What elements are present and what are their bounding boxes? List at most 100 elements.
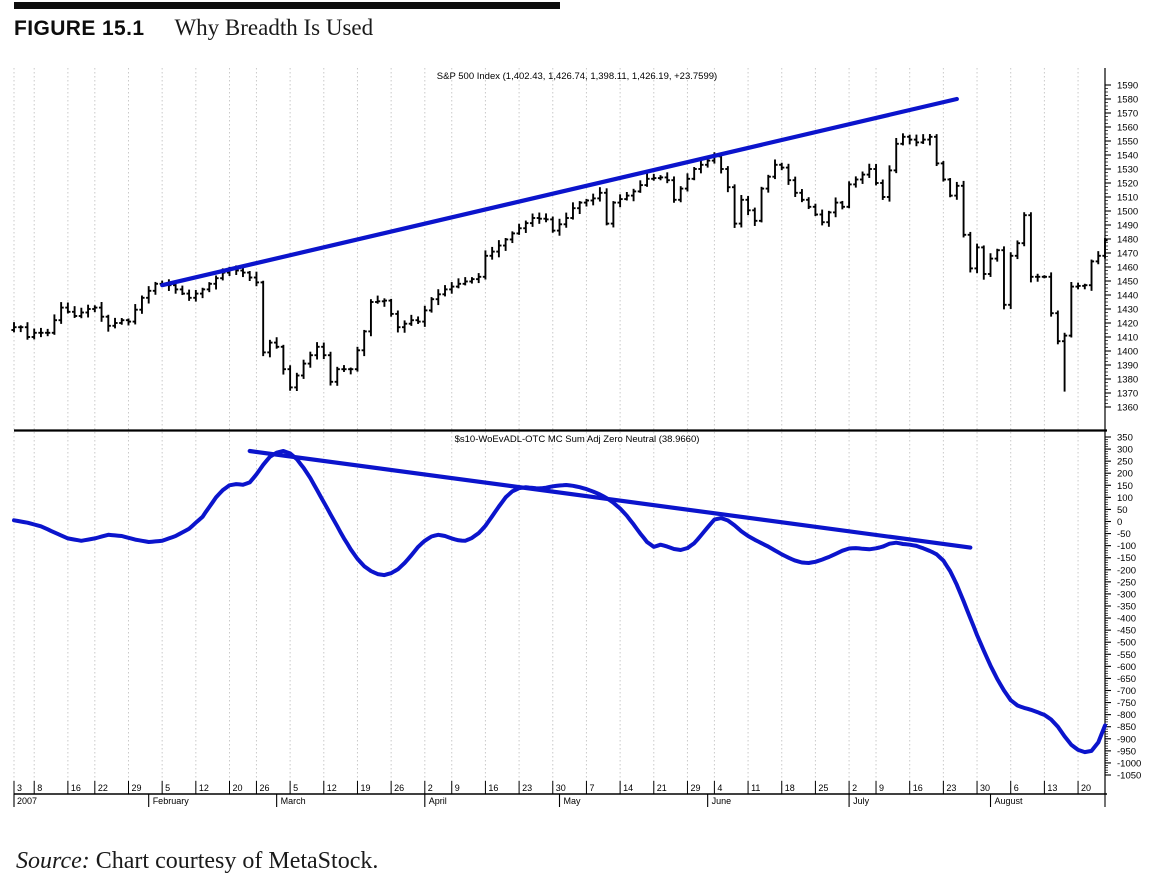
svg-text:1520: 1520: [1117, 179, 1138, 190]
svg-text:50: 50: [1117, 505, 1128, 516]
svg-text:200: 200: [1117, 469, 1133, 480]
svg-text:9: 9: [879, 783, 884, 793]
svg-text:22: 22: [98, 783, 108, 793]
svg-text:April: April: [429, 796, 447, 806]
svg-text:100: 100: [1117, 493, 1133, 504]
svg-text:June: June: [712, 796, 732, 806]
svg-text:-400: -400: [1117, 614, 1136, 625]
svg-text:-500: -500: [1117, 638, 1136, 649]
svg-text:-300: -300: [1117, 589, 1136, 600]
svg-text:16: 16: [913, 783, 923, 793]
svg-text:12: 12: [327, 783, 337, 793]
svg-text:1360: 1360: [1117, 403, 1138, 414]
svg-text:30: 30: [980, 783, 990, 793]
figure-top-rule: [14, 2, 560, 9]
svg-text:1440: 1440: [1117, 291, 1138, 302]
svg-text:26: 26: [259, 783, 269, 793]
svg-text:13: 13: [1047, 783, 1057, 793]
svg-text:9: 9: [455, 783, 460, 793]
svg-text:1530: 1530: [1117, 165, 1138, 176]
svg-text:1550: 1550: [1117, 137, 1138, 148]
svg-text:-150: -150: [1117, 553, 1136, 564]
svg-text:1420: 1420: [1117, 319, 1138, 330]
svg-text:150: 150: [1117, 481, 1133, 492]
figure-number: FIGURE 15.1: [14, 17, 145, 40]
svg-text:26: 26: [394, 783, 404, 793]
svg-text:19: 19: [360, 783, 370, 793]
svg-text:$s10-WoEvADL-OTC MC Sum Adj Ze: $s10-WoEvADL-OTC MC Sum Adj Zero Neutral…: [455, 434, 700, 445]
svg-text:August: August: [995, 796, 1024, 806]
svg-text:30: 30: [556, 783, 566, 793]
svg-text:-50: -50: [1117, 529, 1131, 540]
svg-text:5: 5: [293, 783, 298, 793]
svg-text:16: 16: [71, 783, 81, 793]
svg-text:21: 21: [657, 783, 667, 793]
svg-text:0: 0: [1117, 517, 1122, 528]
svg-text:1390: 1390: [1117, 361, 1138, 372]
svg-text:29: 29: [131, 783, 141, 793]
svg-text:8: 8: [37, 783, 42, 793]
svg-text:1500: 1500: [1117, 207, 1138, 218]
svg-text:350: 350: [1117, 433, 1133, 444]
svg-text:-600: -600: [1117, 662, 1136, 673]
svg-text:1480: 1480: [1117, 235, 1138, 246]
source-credit: Source: Chart courtesy of MetaStock.: [16, 848, 378, 875]
svg-text:18: 18: [785, 783, 795, 793]
figure-title: Why Breadth Is Used: [174, 15, 374, 40]
svg-text:1580: 1580: [1117, 95, 1138, 106]
svg-text:29: 29: [690, 783, 700, 793]
svg-text:February: February: [153, 796, 190, 806]
svg-text:S&P 500 Index (1,402.43, 1,426: S&P 500 Index (1,402.43, 1,426.74, 1,398…: [437, 71, 717, 82]
svg-text:May: May: [564, 796, 582, 806]
svg-text:1540: 1540: [1117, 151, 1138, 162]
svg-text:-250: -250: [1117, 577, 1136, 588]
svg-text:-450: -450: [1117, 626, 1136, 637]
svg-text:-1050: -1050: [1117, 771, 1141, 782]
svg-text:1490: 1490: [1117, 221, 1138, 232]
svg-text:20: 20: [1081, 783, 1091, 793]
svg-text:1450: 1450: [1117, 277, 1138, 288]
svg-text:-200: -200: [1117, 565, 1136, 576]
svg-text:11: 11: [751, 783, 760, 793]
svg-text:-550: -550: [1117, 650, 1136, 661]
svg-text:-700: -700: [1117, 686, 1136, 697]
svg-text:300: 300: [1117, 445, 1133, 456]
svg-text:1510: 1510: [1117, 193, 1138, 204]
svg-text:-100: -100: [1117, 541, 1136, 552]
svg-text:March: March: [281, 796, 306, 806]
svg-text:-750: -750: [1117, 698, 1136, 709]
svg-text:2: 2: [852, 783, 857, 793]
svg-text:-350: -350: [1117, 602, 1136, 613]
svg-text:12: 12: [199, 783, 209, 793]
source-prefix: Source:: [16, 848, 90, 874]
svg-text:1400: 1400: [1117, 347, 1138, 358]
svg-text:1430: 1430: [1117, 305, 1138, 316]
svg-text:1380: 1380: [1117, 375, 1138, 386]
svg-text:-950: -950: [1117, 746, 1136, 757]
source-text: Chart courtesy of MetaStock.: [89, 848, 379, 874]
svg-text:5: 5: [165, 783, 170, 793]
svg-text:7: 7: [589, 783, 594, 793]
svg-text:16: 16: [488, 783, 498, 793]
svg-text:2007: 2007: [17, 796, 37, 806]
svg-text:1560: 1560: [1117, 123, 1138, 134]
svg-text:3: 3: [17, 783, 22, 793]
svg-text:6: 6: [1014, 783, 1019, 793]
figure-caption: FIGURE 15.1 Why Breadth Is Used: [14, 15, 373, 41]
svg-text:1570: 1570: [1117, 109, 1138, 120]
svg-text:July: July: [853, 796, 870, 806]
svg-text:14: 14: [623, 783, 633, 793]
svg-text:-800: -800: [1117, 710, 1136, 721]
svg-text:20: 20: [233, 783, 243, 793]
svg-text:-850: -850: [1117, 722, 1136, 733]
svg-text:-1000: -1000: [1117, 758, 1141, 769]
svg-text:1470: 1470: [1117, 249, 1138, 260]
svg-text:1370: 1370: [1117, 389, 1138, 400]
svg-text:-650: -650: [1117, 674, 1136, 685]
svg-text:2: 2: [428, 783, 433, 793]
svg-text:1410: 1410: [1117, 333, 1138, 344]
svg-text:250: 250: [1117, 457, 1133, 468]
svg-text:25: 25: [818, 783, 828, 793]
